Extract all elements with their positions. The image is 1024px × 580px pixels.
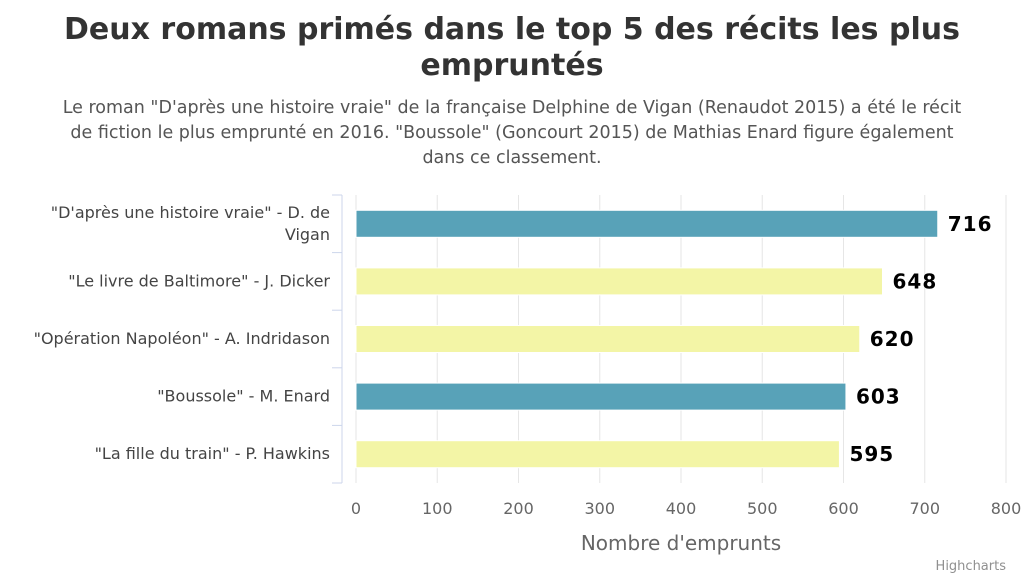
- data-label: 648: [893, 269, 938, 293]
- chart-title: Deux romans primés dans le top 5 des réc…: [64, 12, 960, 83]
- x-tick-label: 0: [351, 499, 361, 518]
- x-tick-label: 500: [747, 499, 778, 518]
- credits-link[interactable]: Highcharts: [935, 559, 1006, 574]
- bar[interactable]: [355, 267, 883, 296]
- data-label: 620: [870, 327, 915, 351]
- x-tick-label: 400: [666, 499, 697, 518]
- bar[interactable]: [355, 440, 840, 469]
- x-tick-label: 100: [422, 499, 453, 518]
- x-axis-title: Nombre d'emprunts: [581, 531, 781, 555]
- data-label: 716: [948, 212, 993, 236]
- category-label: "Le livre de Baltimore" - J. Dicker: [68, 271, 330, 290]
- category-label: "Opération Napoléon" - A. Indridason: [34, 329, 330, 348]
- chart-subtitle: Le roman "D'après une histoire vraie" de…: [62, 98, 962, 168]
- data-label: 595: [849, 442, 894, 466]
- bar[interactable]: [355, 382, 847, 411]
- x-tick-label: 200: [503, 499, 534, 518]
- x-tick-label: 600: [828, 499, 859, 518]
- bar[interactable]: [355, 325, 861, 353]
- data-label: 603: [856, 385, 901, 409]
- category-label: "La fille du train" - P. Hawkins: [95, 444, 330, 463]
- category-label: "Boussole" - M. Enard: [157, 387, 330, 406]
- x-tick-label: 800: [991, 499, 1022, 518]
- x-tick-label: 700: [909, 499, 940, 518]
- category-label: "D'après une histoire vraie" - D. de Viga…: [51, 203, 330, 244]
- bar[interactable]: [355, 209, 939, 238]
- x-tick-label: 300: [584, 499, 615, 518]
